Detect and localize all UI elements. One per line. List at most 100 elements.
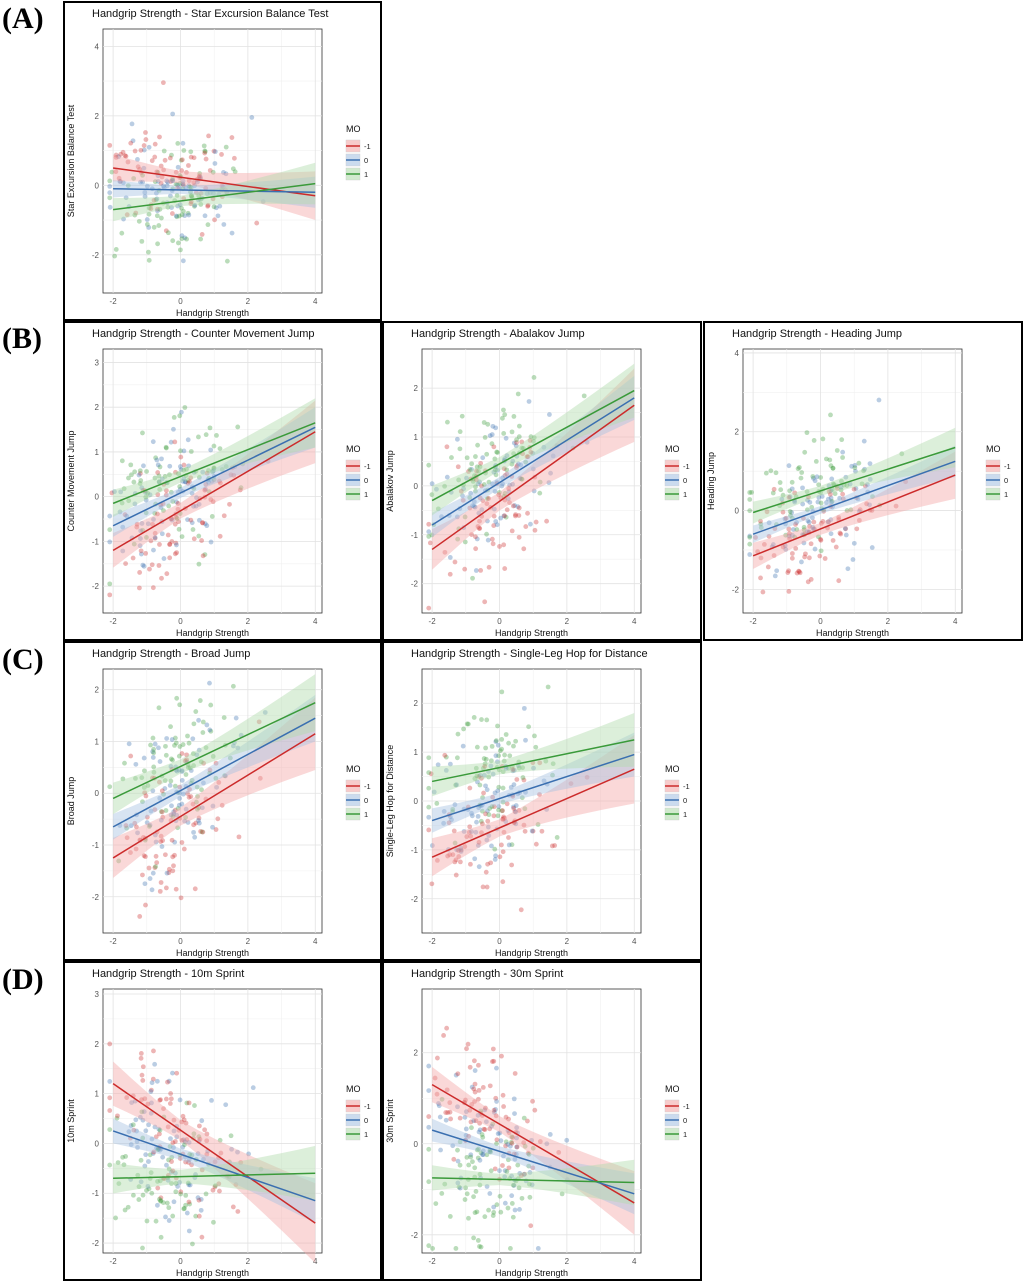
data-point [559,1191,565,1197]
data-point [503,819,509,824]
data-point [152,179,158,185]
data-point [200,469,206,475]
data-point [153,839,159,845]
data-point [175,825,181,831]
data-point [463,1097,468,1103]
data-point [810,515,815,521]
data-point [196,517,202,523]
data-point [811,475,816,481]
data-point [463,1185,468,1191]
y-tick-label: 3 [95,990,100,999]
data-point [514,437,519,443]
x-tick-label: 4 [632,617,637,626]
data-point [144,814,150,820]
data-point [495,742,501,748]
data-point [129,121,135,127]
data-point [195,179,200,185]
data-point [505,496,511,501]
confidence-band [432,732,635,833]
legend-label: 0 [683,1116,687,1125]
data-point [426,785,432,791]
data-point [166,1078,172,1084]
data-point [827,457,833,463]
data-point [509,528,515,534]
data-point [120,180,126,186]
data-point [187,1151,193,1157]
data-point [435,762,441,768]
data-point [467,505,473,511]
data-point [145,490,151,496]
regression-line [431,753,635,822]
x-tick-label: -2 [429,617,437,626]
data-point [426,1179,432,1185]
data-point [484,787,490,793]
data-point [107,1079,113,1084]
data-point [167,1144,173,1149]
data-point [758,555,764,561]
data-point [177,202,183,208]
data-point [202,149,208,155]
y-tick-label: -1 [92,537,100,546]
data-point [492,1166,498,1172]
data-point [158,833,164,839]
data-point [526,1151,532,1157]
data-point [154,196,160,202]
data-point [469,810,474,816]
data-point [160,1154,166,1160]
data-point [157,795,163,801]
data-point [189,490,195,496]
data-point [512,503,518,508]
legend-label: 0 [683,796,687,805]
data-point [851,540,857,546]
data-point [238,1160,244,1165]
data-point [153,853,159,859]
data-point [857,507,863,513]
data-point [163,1214,168,1220]
data-point [498,515,504,521]
data-point [512,1207,518,1213]
data-point [789,551,795,556]
data-point [148,538,154,544]
data-point [227,755,233,761]
data-point [845,566,851,572]
data-point [867,461,873,467]
data-point [124,1095,130,1100]
data-point [506,740,512,746]
data-point [170,178,175,184]
data-point [462,844,468,849]
data-point [144,535,149,540]
data-point [122,1207,128,1213]
data-point [801,540,807,546]
data-point [139,521,145,526]
data-point [194,806,200,812]
data-point [190,527,196,532]
data-point [113,169,119,175]
data-point [836,578,842,584]
data-point [181,846,187,852]
data-point [156,563,162,568]
data-point [508,1143,513,1149]
data-point [820,436,826,442]
data-point [826,489,832,494]
data-point [482,434,488,440]
data-point [787,536,792,542]
data-point [131,1192,136,1198]
data-point [122,760,127,766]
data-point [107,195,113,201]
data-point [500,1163,505,1168]
data-point [506,765,512,771]
data-point [503,435,509,441]
data-point [830,538,836,543]
data-point [527,1170,533,1175]
data-point [143,1152,149,1158]
data-point [790,527,796,532]
data-point [519,795,525,801]
data-point [180,208,186,214]
data-point [192,202,198,208]
data-point [177,1097,183,1103]
data-point [793,522,798,527]
data-point [203,156,209,162]
data-point [796,569,802,574]
data-point [550,761,556,767]
legend-title: MO [665,764,680,774]
